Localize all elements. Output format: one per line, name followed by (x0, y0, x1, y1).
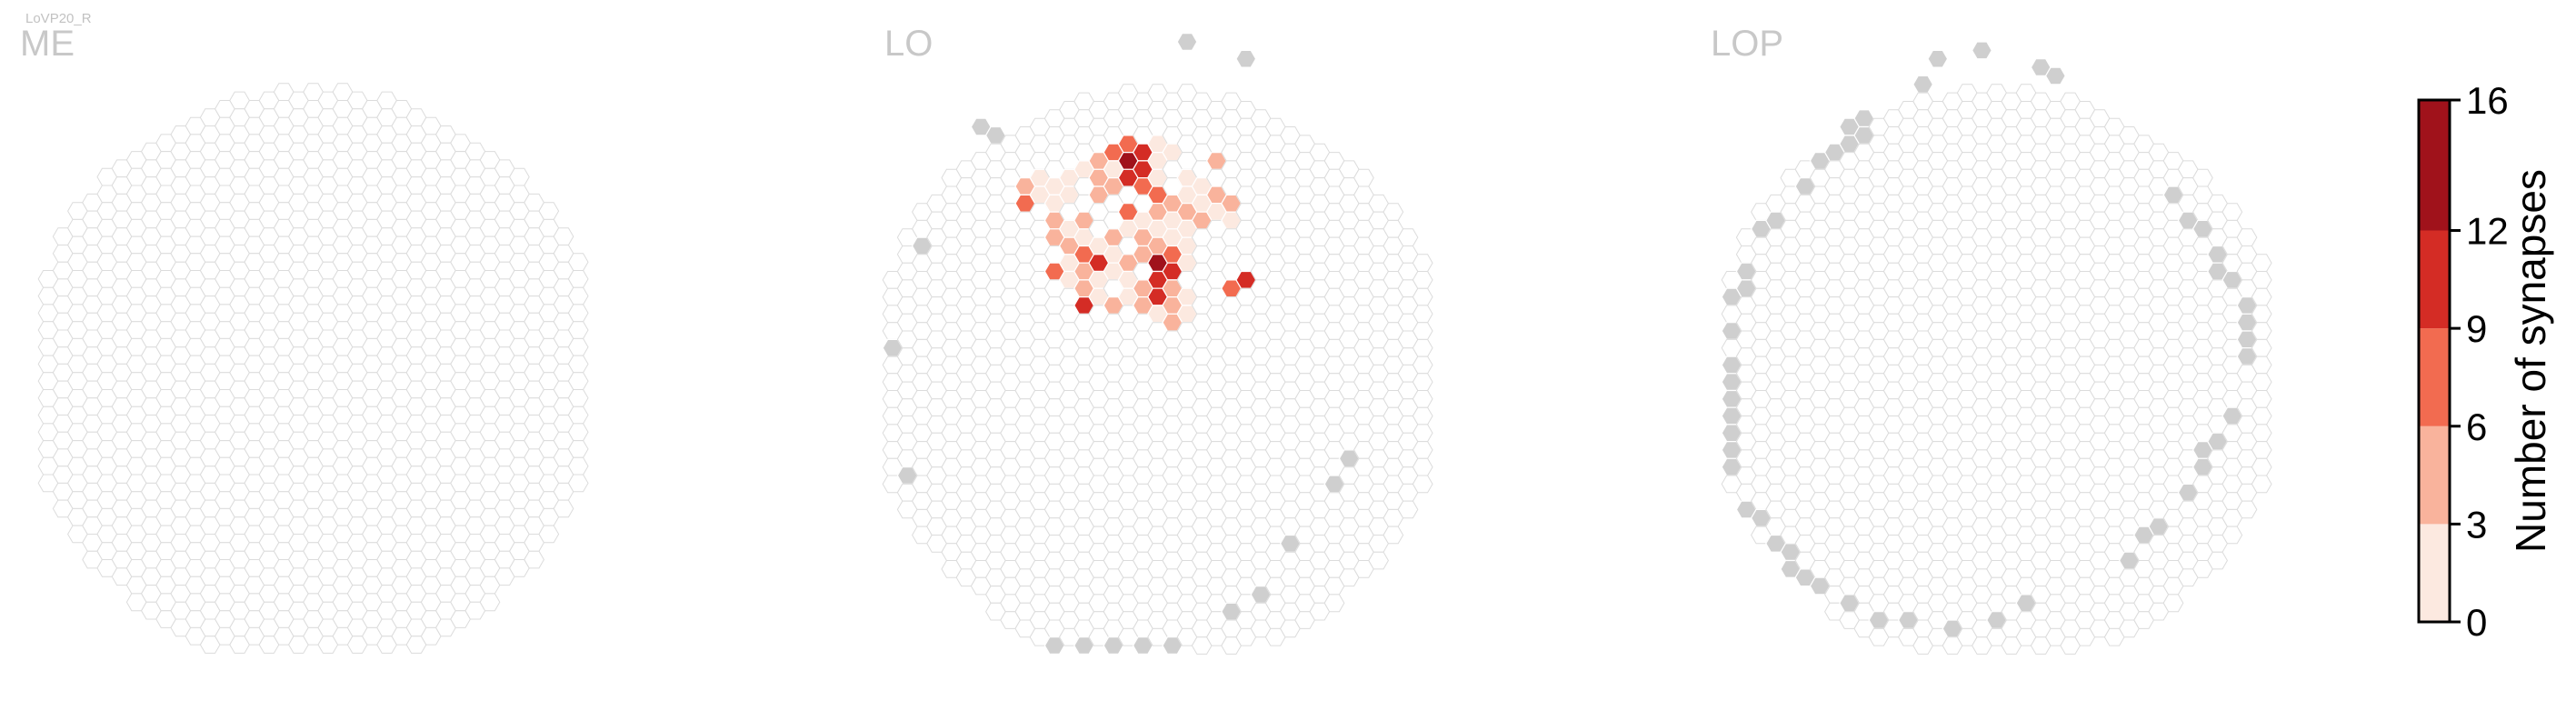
hex-cell-missing (1176, 32, 1198, 52)
panel-title-me: ME (20, 24, 75, 64)
lop-hex-panel (1721, 41, 2272, 655)
hex-cell (1412, 305, 1433, 324)
hex-cell (2251, 373, 2272, 391)
hex-cell (1383, 526, 1404, 545)
panel-title-lop: LOP (1711, 24, 1784, 64)
hex-cell (509, 167, 530, 186)
hex-cell (567, 406, 589, 425)
hex-cell (2251, 338, 2272, 357)
hex-cell (2251, 355, 2272, 375)
hex-cell (567, 286, 589, 305)
hex-cell (2192, 168, 2213, 187)
colorbar: 0 3 6 9 12 16 Number of synapses (2417, 79, 2554, 644)
colorbar-tick-label: 0 (2466, 601, 2487, 644)
colorbar-bin (2419, 426, 2450, 525)
hex-cell (2251, 390, 2272, 408)
hex-cell (1412, 254, 1433, 272)
hex-cell (2251, 441, 2272, 459)
hex-cell (1397, 500, 1419, 519)
hex-cell (1412, 271, 1433, 289)
hex-cell (2236, 228, 2258, 246)
colorbar-tick-label: 6 (2466, 406, 2487, 448)
hex-cell (2251, 424, 2272, 443)
hex-cell (538, 525, 560, 544)
lo-hex-panel (882, 32, 1433, 656)
hex-cell (567, 423, 589, 442)
hex-cell (1383, 203, 1404, 221)
hex-cell (567, 321, 589, 339)
hex-cell (479, 593, 501, 612)
hex-cell (2251, 287, 2272, 306)
hex-cell (524, 550, 544, 569)
hex-cell (567, 456, 589, 476)
hex-cell (553, 227, 574, 245)
hex-cell (538, 202, 560, 220)
colorbar-bin (2419, 328, 2450, 426)
hex-cell (567, 270, 589, 288)
page-title: LoVP20_R (25, 11, 92, 26)
colorbar-bin (2419, 230, 2450, 329)
hex-cell-missing (1235, 49, 1257, 68)
hex-cell-missing (1912, 75, 1934, 94)
hex-cell (1412, 457, 1433, 476)
hex-cell (1412, 441, 1433, 459)
hex-cell (2251, 457, 2272, 476)
hex-cell (2162, 594, 2184, 613)
hex-cell (567, 253, 589, 271)
hex-cell (1412, 287, 1433, 306)
hex-cell (2251, 322, 2272, 340)
hex-cell (553, 499, 574, 518)
hex-cell (1412, 475, 1433, 494)
hex-cell (567, 440, 589, 458)
colorbar-frame (2417, 98, 2451, 624)
hex-cell (2207, 551, 2228, 570)
hex-cell (1412, 373, 1433, 391)
panel-title-lo: LO (884, 24, 934, 64)
colorbar-tick-label: 12 (2466, 210, 2509, 253)
hex-cell (1323, 594, 1345, 613)
colorbar-label: Number of synapses (2507, 169, 2554, 553)
hex-cell (2222, 203, 2243, 221)
hex-cell (2251, 305, 2272, 324)
hex-cell (1353, 168, 1374, 187)
hex-cell (1412, 338, 1433, 357)
hex-cell (2251, 254, 2272, 272)
hex-cell (567, 304, 589, 323)
hex-cell (1412, 424, 1433, 443)
hex-cell-missing (1927, 49, 1949, 68)
colorbar-tick-label: 3 (2466, 503, 2487, 546)
hex-cell (567, 474, 589, 493)
hex-cell (2222, 526, 2243, 545)
hex-cell (2251, 475, 2272, 494)
hex-cell-missing (2044, 66, 2066, 85)
hex-cell (1397, 228, 1419, 246)
hex-cell (1368, 551, 1389, 570)
hex-cell (567, 355, 589, 374)
colorbar-tick-label: 9 (2466, 307, 2487, 350)
colorbar-bin (2419, 524, 2450, 622)
hex-cell (567, 389, 589, 407)
hex-cell (567, 372, 589, 390)
hex-cell (2251, 406, 2272, 426)
colorbar-bin (2419, 100, 2450, 231)
hex-cell (1412, 355, 1433, 375)
me-hex-panel (37, 83, 589, 654)
hex-cell (1412, 390, 1433, 408)
colorbar-tick-label: 16 (2466, 79, 2509, 122)
hex-cell (1412, 406, 1433, 426)
hex-cell (2251, 271, 2272, 289)
hex-cell (2236, 500, 2258, 519)
hex-cell (567, 337, 589, 356)
hex-cell (1412, 322, 1433, 340)
hex-cell-missing (1971, 41, 1992, 60)
